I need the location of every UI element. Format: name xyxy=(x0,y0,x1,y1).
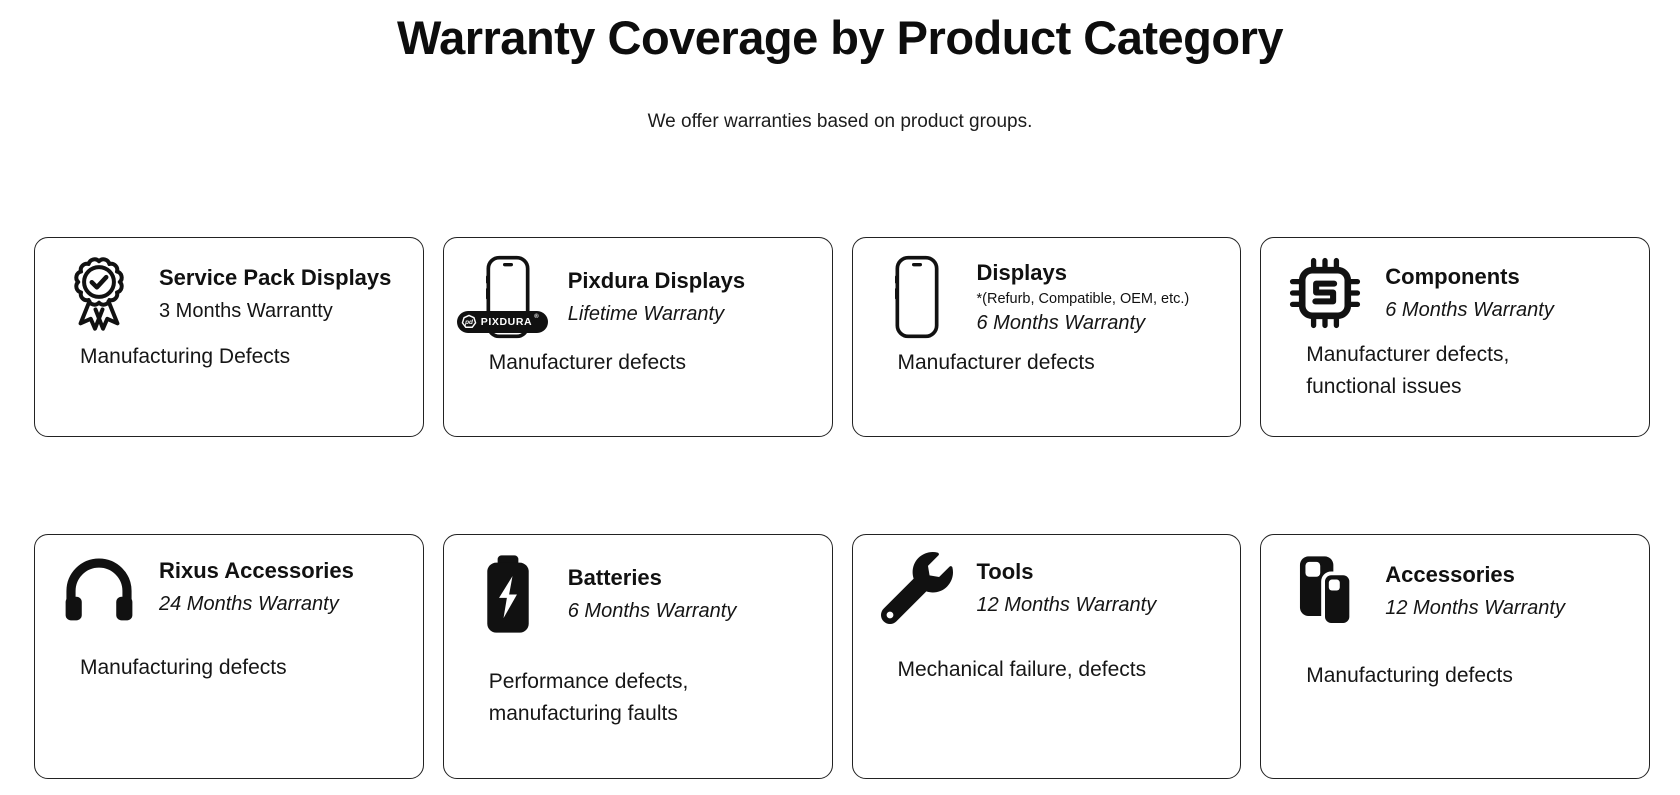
smartphone-icon xyxy=(873,255,961,339)
card-note: *(Refurb, Compatible, OEM, etc.) xyxy=(976,290,1190,307)
card-service-pack-displays: Service Pack Displays 3 Months Warrantty… xyxy=(34,237,424,437)
page-title: Warranty Coverage by Product Category xyxy=(396,11,1284,64)
pixdura-logo-badge: pd PIXDURA ® xyxy=(456,311,548,333)
card-batteries: Batteries 6 Months Warranty Performance … xyxy=(442,534,833,779)
coverage-description: Manufacturing defects xyxy=(1306,664,1513,687)
page-subtitle: We offer warranties based on product gro… xyxy=(647,111,1033,132)
chip-icon xyxy=(1281,255,1369,331)
warranty-period: 6 Months Warranty xyxy=(976,311,1146,334)
warranty-period: 12 Months Warranty xyxy=(976,594,1157,616)
pixdura-badge-text: PIXDURA xyxy=(480,316,533,328)
pixdura-phone-icon: pd PIXDURA ® xyxy=(456,255,548,339)
warranty-cards-grid: Service Pack Displays 3 Months Warrantty… xyxy=(34,237,1650,779)
wrench-icon xyxy=(873,552,961,624)
headphones-icon xyxy=(55,552,143,622)
coverage-description: Manufacturer defects, functional issues xyxy=(1306,343,1510,398)
coverage-description: Performance defects, manufacturing fault… xyxy=(488,670,689,725)
coverage-description: Manufacturing Defects xyxy=(80,345,291,368)
card-title: Pixdura Displays xyxy=(567,268,746,293)
card-accessories: Accessories 12 Months Warranty Manufactu… xyxy=(1260,534,1650,779)
card-title: Displays xyxy=(976,259,1068,285)
award-badge-icon xyxy=(55,255,143,333)
card-pixdura-displays: pd PIXDURA ® Pixdura Displays Lifetime Wa… xyxy=(442,237,833,437)
card-title: Components xyxy=(1385,264,1520,289)
warranty-period: 6 Months Warranty xyxy=(567,600,737,622)
card-displays: Displays *(Refurb, Compatible, OEM, etc.… xyxy=(851,237,1242,437)
warranty-period: 24 Months Warranty xyxy=(159,593,339,615)
warranty-period: 12 Months Warranty xyxy=(1385,597,1565,619)
battery-icon xyxy=(464,552,552,636)
warranty-period: Lifetime Warranty xyxy=(567,303,725,325)
phone-cases-icon xyxy=(1281,552,1369,630)
card-title: Rixus Accessories xyxy=(159,558,354,583)
warranty-period: 6 Months Warranty xyxy=(1385,299,1554,321)
coverage-description: Manufacturer defects xyxy=(897,351,1095,374)
card-title: Batteries xyxy=(567,565,662,590)
card-title: Service Pack Displays xyxy=(159,265,392,290)
card-tools: Tools 12 Months Warranty Mechanical fail… xyxy=(851,534,1242,779)
pd-monogram: pd xyxy=(464,319,474,326)
coverage-description: Manufacturer defects xyxy=(488,351,687,374)
card-rixus-accessories: Rixus Accessories 24 Months Warranty Man… xyxy=(34,534,424,779)
card-title: Tools xyxy=(976,559,1034,584)
coverage-description: Manufacturing defects xyxy=(80,656,287,679)
coverage-description: Mechanical failure, defects xyxy=(897,658,1147,681)
card-components: Components 6 Months Warranty Manufacture… xyxy=(1260,237,1650,437)
warranty-period: 3 Months Warrantty xyxy=(159,300,333,322)
card-title: Accessories xyxy=(1385,562,1515,587)
